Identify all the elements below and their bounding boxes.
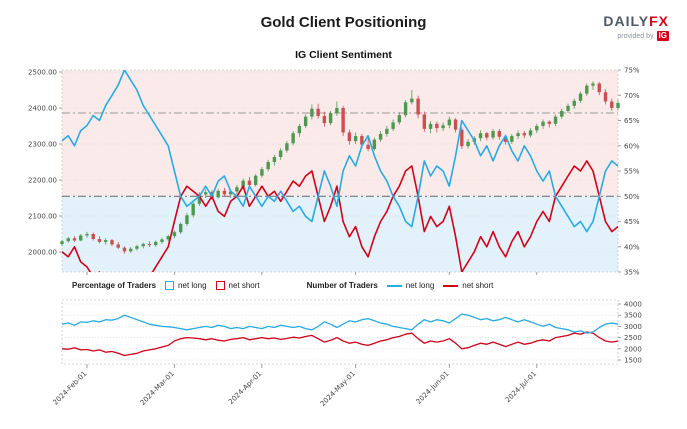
svg-text:2400.00: 2400.00 bbox=[28, 105, 57, 113]
logo-tagline: provided by IG bbox=[603, 31, 669, 41]
net-short-label: net short bbox=[228, 281, 260, 290]
chart-subtitle: IG Client Sentiment bbox=[295, 49, 392, 61]
svg-text:2000.00: 2000.00 bbox=[28, 249, 57, 257]
svg-text:40%: 40% bbox=[624, 243, 640, 251]
traders-count-chart: 1500 2000 2500 3000 3500 4000 bbox=[61, 299, 642, 368]
svg-text:2500.00: 2500.00 bbox=[28, 69, 57, 77]
provided-by-text: provided by bbox=[617, 32, 654, 40]
net-long-label: net long bbox=[178, 281, 207, 290]
svg-text:70%: 70% bbox=[624, 92, 640, 100]
svg-text:2300.00: 2300.00 bbox=[28, 141, 57, 149]
chart-legend: Percentage of Traders net long net short… bbox=[72, 281, 493, 290]
svg-text:60%: 60% bbox=[624, 142, 640, 150]
dailyfx-wordmark: DAILYFX bbox=[603, 14, 669, 28]
legend-num-net-long: net long bbox=[386, 281, 435, 290]
price-sentiment-chart: 2000.00 2100.00 2200.00 2300.00 2400.00 2500.… bbox=[28, 67, 640, 277]
legend-number-label: Number of Traders bbox=[306, 281, 378, 290]
svg-text:2024-Feb-01: 2024-Feb-01 bbox=[52, 370, 89, 407]
svg-text:55%: 55% bbox=[624, 168, 640, 176]
svg-text:50%: 50% bbox=[624, 193, 640, 201]
svg-text:4000: 4000 bbox=[624, 301, 642, 309]
dailyfx-logo: DAILYFX provided by IG bbox=[603, 14, 669, 41]
svg-text:35%: 35% bbox=[624, 269, 640, 277]
ig-logo: IG bbox=[656, 31, 669, 41]
net-long-label: net long bbox=[405, 281, 435, 290]
svg-text:1500: 1500 bbox=[624, 357, 642, 365]
svg-text:2500: 2500 bbox=[624, 334, 642, 342]
date-axis: 2024-Feb-01 2024-Mar-01 2024-Apr-01 2024-Ma… bbox=[52, 370, 539, 408]
svg-text:3000: 3000 bbox=[624, 323, 642, 331]
svg-text:2024-Mar-01: 2024-Mar-01 bbox=[139, 370, 176, 407]
net-short-box-swatch bbox=[215, 281, 225, 290]
legend-pct-net-short: net short bbox=[215, 281, 260, 290]
net-long-line-swatch bbox=[386, 284, 402, 287]
svg-text:2024-Apr-01: 2024-Apr-01 bbox=[227, 370, 263, 406]
net-short-label: net short bbox=[462, 281, 494, 290]
net-short-line-swatch bbox=[443, 284, 459, 287]
svg-text:2000: 2000 bbox=[624, 345, 642, 353]
legend-percentage-label: Percentage of Traders bbox=[72, 281, 157, 290]
logo-fx-text: FX bbox=[649, 13, 669, 29]
svg-text:2024-Jul-01: 2024-Jul-01 bbox=[504, 370, 538, 404]
svg-text:3500: 3500 bbox=[624, 312, 642, 320]
legend-num-net-short: net short bbox=[443, 281, 493, 290]
svg-text:45%: 45% bbox=[624, 218, 640, 226]
svg-text:65%: 65% bbox=[624, 117, 640, 125]
net-long-box-swatch bbox=[165, 281, 175, 290]
svg-text:2024-May-01: 2024-May-01 bbox=[319, 370, 357, 408]
svg-text:75%: 75% bbox=[624, 67, 640, 75]
svg-text:2100.00: 2100.00 bbox=[28, 213, 57, 221]
logo-daily-text: DAILY bbox=[603, 13, 650, 29]
svg-text:2200.00: 2200.00 bbox=[28, 177, 57, 185]
page-title: Gold Client Positioning bbox=[260, 14, 427, 31]
svg-text:2024-Jun-01: 2024-Jun-01 bbox=[415, 370, 451, 406]
legend-pct-net-long: net long bbox=[165, 281, 207, 290]
